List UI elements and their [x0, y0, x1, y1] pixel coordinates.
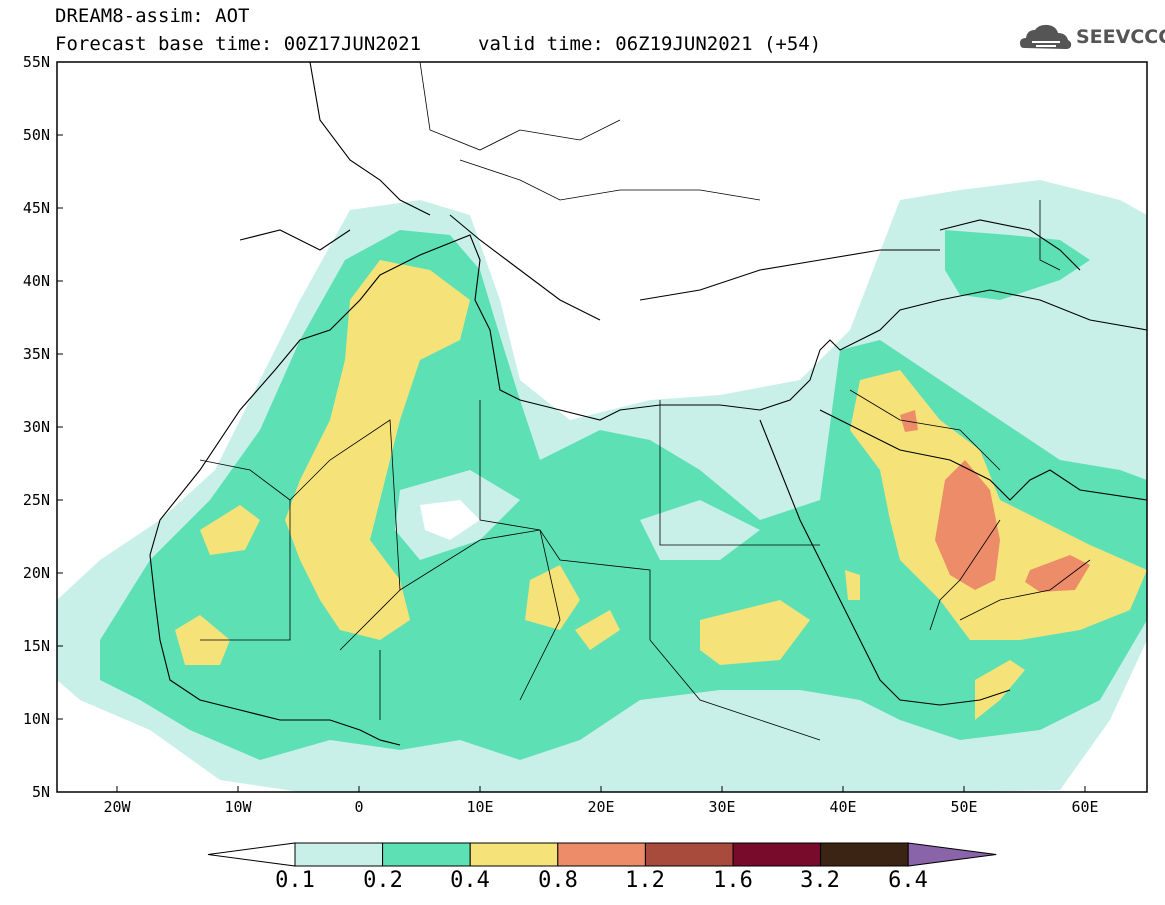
lon-label: 20W — [103, 798, 131, 816]
aot-band-04 — [935, 460, 1000, 590]
colorbar-bin — [557, 842, 646, 867]
lat-label: 25N — [23, 491, 50, 509]
lat-label: 15N — [23, 637, 50, 655]
colorbar-bin — [469, 842, 559, 867]
lon-label: 50E — [950, 798, 977, 816]
colorbar-label: 0.4 — [450, 868, 490, 893]
colorbar-bin — [294, 842, 384, 867]
lat-labels: 55N 50N 45N 40N 35N 30N 25N 20N 15N 10N … — [23, 53, 50, 801]
aot-band-02b — [945, 230, 1090, 300]
axis-ticks — [57, 61, 1086, 792]
lon-label: 20E — [587, 798, 614, 816]
lon-label: 10E — [466, 798, 493, 816]
lon-label: 40E — [829, 798, 856, 816]
lon-label: 60E — [1071, 798, 1098, 816]
lat-label: 10N — [23, 710, 50, 728]
lat-label: 50N — [23, 126, 50, 144]
forecast-base-time: Forecast base time: 00Z17JUN2021 — [55, 33, 422, 55]
colorbar-bin — [382, 842, 471, 867]
lat-label: 55N — [23, 53, 50, 71]
coastlines — [149, 62, 1147, 746]
lat-label: 35N — [23, 345, 50, 363]
lon-label: 0 — [354, 798, 363, 816]
colorbar — [207, 842, 997, 867]
aot-field — [57, 62, 1147, 792]
lat-label: 40N — [23, 272, 50, 290]
colorbar-label: 6.4 — [888, 868, 928, 893]
cloud-icon — [1020, 24, 1072, 49]
colorbar-label: 0.1 — [275, 868, 315, 893]
colorbar-bin — [644, 842, 734, 867]
colorbar-label: 3.2 — [800, 868, 840, 893]
country-borders — [199, 62, 1091, 741]
valid-time: valid time: 06Z19JUN2021 (+54) — [478, 33, 822, 55]
lon-label: 30E — [708, 798, 735, 816]
lat-label: 30N — [23, 418, 50, 436]
seevccc-logo: SEEVCCC — [1018, 18, 1165, 58]
lon-label: 10W — [224, 798, 252, 816]
lat-label: 45N — [23, 199, 50, 217]
aot-band-03 — [285, 260, 470, 640]
colorbar-label: 0.8 — [538, 868, 578, 893]
colorbar-label: 0.2 — [363, 868, 403, 893]
colorbar-min-arrow — [207, 842, 296, 867]
colorbar-bin — [732, 842, 822, 867]
colorbar-bin — [820, 842, 909, 867]
colorbar-max-arrow — [907, 842, 997, 867]
lat-label: 5N — [32, 783, 50, 801]
lon-labels: 20W 10W 0 10E 20E 30E 40E 50E 60E — [103, 798, 1098, 816]
lat-label: 20N — [23, 564, 50, 582]
model-title: DREAM8-assim: AOT — [55, 5, 250, 27]
colorbar-label: 1.6 — [713, 868, 753, 893]
colorbar-label: 1.2 — [625, 868, 665, 893]
logo-text: SEEVCCC — [1076, 26, 1165, 48]
